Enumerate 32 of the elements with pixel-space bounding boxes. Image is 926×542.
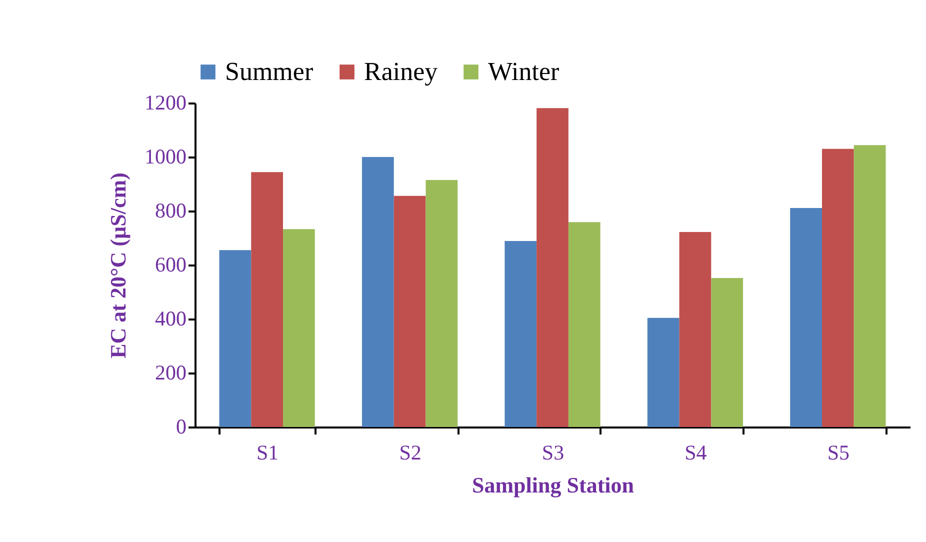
y-tick-label: 400 — [155, 306, 186, 330]
y-tick-label: 600 — [155, 252, 186, 276]
bar — [426, 180, 458, 427]
legend-label: Winter — [488, 57, 560, 86]
x-tick-label: S3 — [542, 440, 564, 464]
x-tick-label: S5 — [827, 440, 850, 464]
bar — [679, 232, 712, 427]
x-tick-label: S2 — [399, 440, 422, 464]
bar — [536, 108, 568, 427]
bar — [362, 157, 394, 427]
bar — [504, 240, 537, 427]
bar — [568, 222, 600, 427]
y-axis-title: EC at 20°C (µS/cm) — [106, 172, 130, 358]
bar — [822, 148, 854, 427]
bar — [394, 196, 426, 427]
legend-label: Summer — [225, 57, 314, 86]
bar — [251, 172, 284, 427]
bar — [854, 145, 886, 427]
y-tick-label: 800 — [155, 198, 186, 222]
x-tick-label: S1 — [256, 440, 279, 464]
bar — [711, 278, 744, 427]
y-tick-label: 0 — [176, 414, 186, 438]
y-tick-label: 1200 — [144, 90, 186, 114]
bar — [283, 229, 315, 427]
bar — [647, 318, 680, 427]
y-tick-label: 1000 — [144, 144, 186, 168]
bar — [790, 208, 822, 427]
bar — [219, 250, 252, 427]
y-tick-label: 200 — [155, 360, 186, 384]
x-axis-title: Sampling Station — [472, 472, 634, 498]
legend-label: Rainey — [364, 57, 438, 86]
x-tick-label: S4 — [684, 440, 708, 464]
